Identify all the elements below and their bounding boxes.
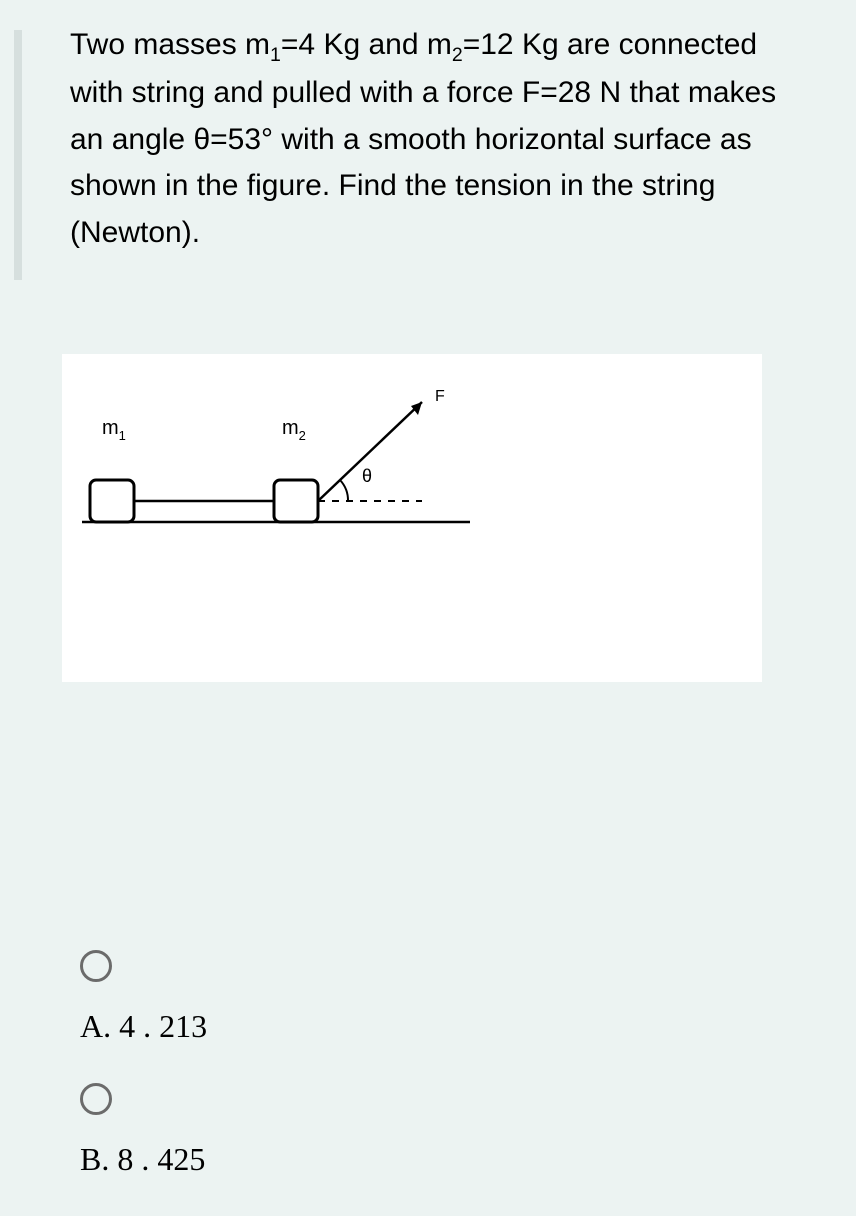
- arrowhead-icon: [411, 402, 422, 415]
- m1-label: m1: [102, 417, 126, 443]
- physics-diagram: m1 m2 θ F: [62, 354, 762, 682]
- option-b-label: B. 8 . 425: [80, 1141, 207, 1178]
- radio-a[interactable]: [80, 950, 112, 982]
- options-group: A. 4 . 213 B. 8 . 425: [80, 950, 207, 1216]
- theta-symbol: θ: [193, 123, 210, 156]
- accent-bar: [14, 30, 22, 280]
- subscript: 1: [270, 44, 281, 66]
- text-fragment: Two masses m: [70, 28, 270, 61]
- force-line: [318, 402, 422, 501]
- m2-label: m2: [282, 417, 306, 443]
- radio-b[interactable]: [80, 1083, 112, 1115]
- figure-panel: m1 m2 θ F: [62, 354, 762, 682]
- angle-arc: [340, 480, 348, 501]
- option-a: A. 4 . 213: [80, 950, 207, 1045]
- theta-label: θ: [362, 466, 372, 486]
- subscript: 2: [452, 44, 463, 66]
- text-fragment: =4 Kg and m: [281, 28, 452, 61]
- mass-m1-box: [90, 480, 134, 522]
- option-a-label: A. 4 . 213: [80, 1008, 207, 1045]
- mass-m2-box: [274, 480, 318, 522]
- question-text: Two masses m1=4 Kg and m2=12 Kg are conn…: [70, 22, 810, 256]
- option-b: B. 8 . 425: [80, 1083, 207, 1178]
- force-label: F: [435, 388, 445, 405]
